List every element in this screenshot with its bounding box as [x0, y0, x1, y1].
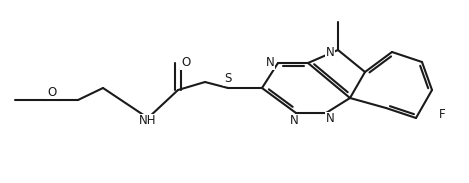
Text: S: S	[224, 72, 232, 85]
Text: N: N	[325, 113, 334, 126]
Text: F: F	[439, 109, 445, 122]
Text: O: O	[182, 57, 190, 70]
Text: NH: NH	[139, 115, 157, 128]
Text: N: N	[265, 57, 274, 70]
Text: N: N	[325, 46, 334, 59]
Text: N: N	[290, 115, 298, 128]
Text: O: O	[47, 85, 57, 98]
